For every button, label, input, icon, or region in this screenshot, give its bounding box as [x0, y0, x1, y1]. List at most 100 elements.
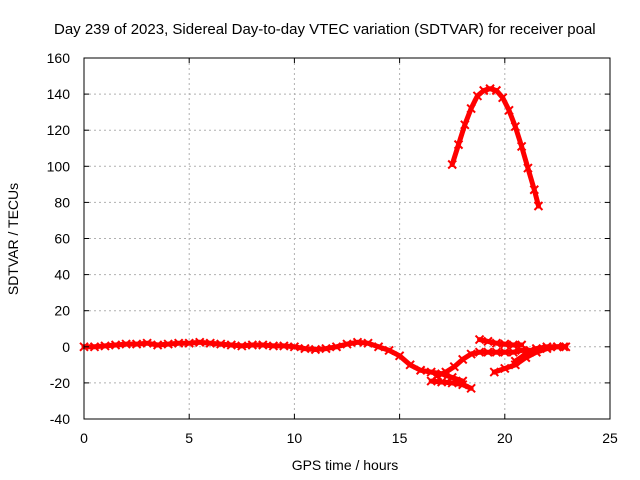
data-point [100, 341, 110, 351]
data-point [500, 363, 510, 374]
data-point [458, 354, 468, 365]
data-point [89, 342, 100, 352]
y-tick-label: 60 [54, 231, 70, 247]
data-point [321, 343, 331, 354]
data-point [289, 342, 300, 352]
data-point [163, 339, 173, 349]
data-point [508, 347, 518, 357]
x-tick-label: 15 [392, 430, 408, 446]
data-point [447, 378, 457, 388]
data-point [441, 367, 451, 377]
data-point [516, 340, 527, 350]
data-point [405, 360, 415, 370]
y-axis: -40 -20 0 20 40 60 80 100 120 140 160 [47, 50, 610, 427]
y-axis-label: SDTVAR / TECUs [5, 183, 21, 295]
data-point [458, 379, 468, 390]
data-point [426, 367, 436, 377]
data-point [489, 367, 499, 377]
data-point [561, 342, 571, 352]
y-tick-label: -40 [50, 411, 70, 427]
data-point [497, 93, 508, 103]
plot-frame [83, 57, 611, 420]
data-point [121, 339, 131, 349]
data-point [531, 343, 542, 354]
data-point [300, 343, 310, 354]
data-point [268, 341, 279, 351]
y-tick-label: 20 [54, 303, 70, 319]
series-high-arc [447, 83, 544, 211]
series-late-segment-e [510, 342, 571, 366]
data-point [436, 377, 447, 387]
data-point [466, 383, 476, 394]
data-point [447, 159, 457, 170]
data-point [466, 103, 476, 114]
data-point [152, 340, 163, 350]
data-point [205, 338, 215, 348]
y-tick-label: 120 [47, 122, 71, 138]
data-point [460, 120, 470, 130]
x-axis: 0 5 10 15 20 25 [80, 58, 618, 446]
data-point [426, 376, 436, 386]
y-tick-label: 0 [62, 339, 70, 355]
data-point [384, 345, 394, 356]
data-point [394, 351, 405, 361]
data-point [491, 338, 502, 348]
data-point [529, 185, 539, 195]
data-point [331, 342, 342, 352]
data-point [453, 139, 464, 150]
x-tick-label: 20 [497, 430, 513, 446]
data-point [483, 336, 493, 347]
x-tick-label: 5 [185, 430, 193, 446]
data-point [352, 337, 363, 347]
y-tick-label: 80 [54, 194, 70, 210]
data-point [479, 85, 489, 96]
y-tick-label: -20 [50, 375, 70, 391]
data-point [485, 83, 495, 94]
data-point [491, 347, 502, 357]
y-tick-label: 100 [47, 158, 71, 174]
data-point [226, 340, 236, 350]
data-point [523, 163, 533, 173]
y-tick-label: 40 [54, 267, 70, 283]
data-point [474, 334, 485, 345]
data-point [173, 338, 184, 348]
data-point [500, 347, 510, 357]
grid [84, 58, 610, 419]
data-point [521, 349, 531, 359]
y-tick-label: 140 [47, 86, 71, 102]
x-tick-label: 25 [602, 430, 618, 446]
x-axis-label: GPS time / hours [292, 457, 399, 473]
data-point [342, 339, 352, 349]
y-tick-label: 160 [47, 50, 71, 66]
data-point [449, 361, 460, 372]
data-point [142, 338, 152, 348]
data-point [373, 342, 384, 352]
data-point [216, 339, 226, 349]
data-point [500, 339, 510, 349]
series-late-segment-d [474, 334, 527, 350]
series-main-track [79, 337, 468, 386]
data-point [363, 338, 373, 348]
x-tick-label: 0 [80, 430, 88, 446]
data-point [237, 341, 247, 351]
data-point [533, 201, 544, 211]
x-tick-label: 10 [287, 430, 303, 446]
data-point [474, 347, 485, 357]
data-point [491, 85, 502, 96]
data-point [247, 340, 258, 350]
data-point [510, 121, 521, 132]
data-point [552, 342, 563, 352]
series-line [449, 86, 541, 209]
series-layer [79, 83, 571, 394]
data-point [510, 356, 521, 366]
data-point [516, 141, 527, 152]
data-point [483, 347, 493, 357]
data-point [466, 349, 476, 359]
data-point [279, 341, 289, 351]
data-point [415, 365, 426, 375]
data-point [542, 342, 552, 352]
data-point [184, 338, 194, 348]
data-point [508, 340, 518, 350]
data-point [258, 340, 268, 350]
